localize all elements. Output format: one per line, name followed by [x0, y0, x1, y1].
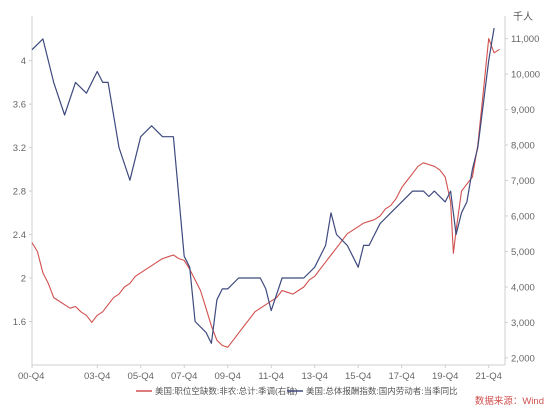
right-tick-label: 9,000: [511, 105, 535, 116]
left-tick-label: 2.8: [13, 187, 26, 198]
x-tick-label: 07-Q4: [171, 371, 197, 382]
x-axis-ticks: 00-Q4 03-Q4 05-Q4 07-Q4 09-Q4 11-Q4 13-Q4 15-Q4…: [18, 365, 502, 382]
right-tick-label: 6,000: [511, 212, 535, 223]
x-tick-label: 15-Q4: [345, 371, 371, 382]
x-tick-label: 13-Q4: [302, 371, 328, 382]
x-tick-label: 17-Q4: [388, 371, 414, 382]
x-tick-label: 09-Q4: [215, 371, 241, 382]
x-tick-label: 19-Q4: [432, 371, 458, 382]
legend-label-job-openings: 美国:职位空缺数:非农:总计:季调(右轴): [155, 386, 298, 396]
series-layer: [31, 27, 500, 348]
series-line-compensation-index: [31, 27, 495, 344]
right-axis-ticks: 2,000 3,000 4,000 5,000 6,000 7,000 8,000 9,000…: [505, 34, 540, 364]
right-tick-label: 3,000: [511, 318, 535, 329]
right-tick-label: 11,000: [511, 34, 539, 45]
x-tick-label: 05-Q4: [128, 371, 154, 382]
right-tick-label: 10,000: [511, 70, 540, 81]
x-tick-label: 03-Q4: [84, 371, 110, 382]
series-line-job-openings: [31, 38, 500, 348]
left-tick-label: 1.6: [13, 317, 26, 328]
right-tick-label: 7,000: [511, 176, 535, 187]
left-tick-label: 3.2: [13, 143, 26, 154]
x-tick-label: 11-Q4: [258, 371, 284, 382]
source-note: 数据来源：Wind: [475, 395, 544, 407]
left-tick-label: 2.4: [13, 230, 26, 241]
left-tick-label: 4: [21, 56, 26, 67]
x-tick-label: 21-Q4: [475, 371, 501, 382]
left-tick-label: 3.6: [13, 100, 26, 111]
legend: 美国:职位空缺数:非农:总计:季调(右轴) 美国:总体报酬指数:国内劳动者:当季…: [136, 386, 458, 396]
right-tick-label: 5,000: [511, 247, 535, 258]
right-tick-label: 8,000: [511, 141, 535, 152]
left-tick-label: 2: [21, 274, 26, 285]
right-tick-label: 4,000: [511, 282, 535, 293]
right-axis-unit-label: 千人: [513, 11, 533, 23]
x-tick-label: 00-Q4: [18, 371, 44, 382]
axes: [31, 16, 506, 366]
left-axis-ticks: 1.6 2 2.4 2.8 3.2 3.6 4: [13, 56, 32, 328]
right-tick-label: 2,000: [511, 353, 535, 364]
legend-label-compensation-index: 美国:总体报酬指数:国内劳动者:当季同比: [306, 386, 458, 396]
